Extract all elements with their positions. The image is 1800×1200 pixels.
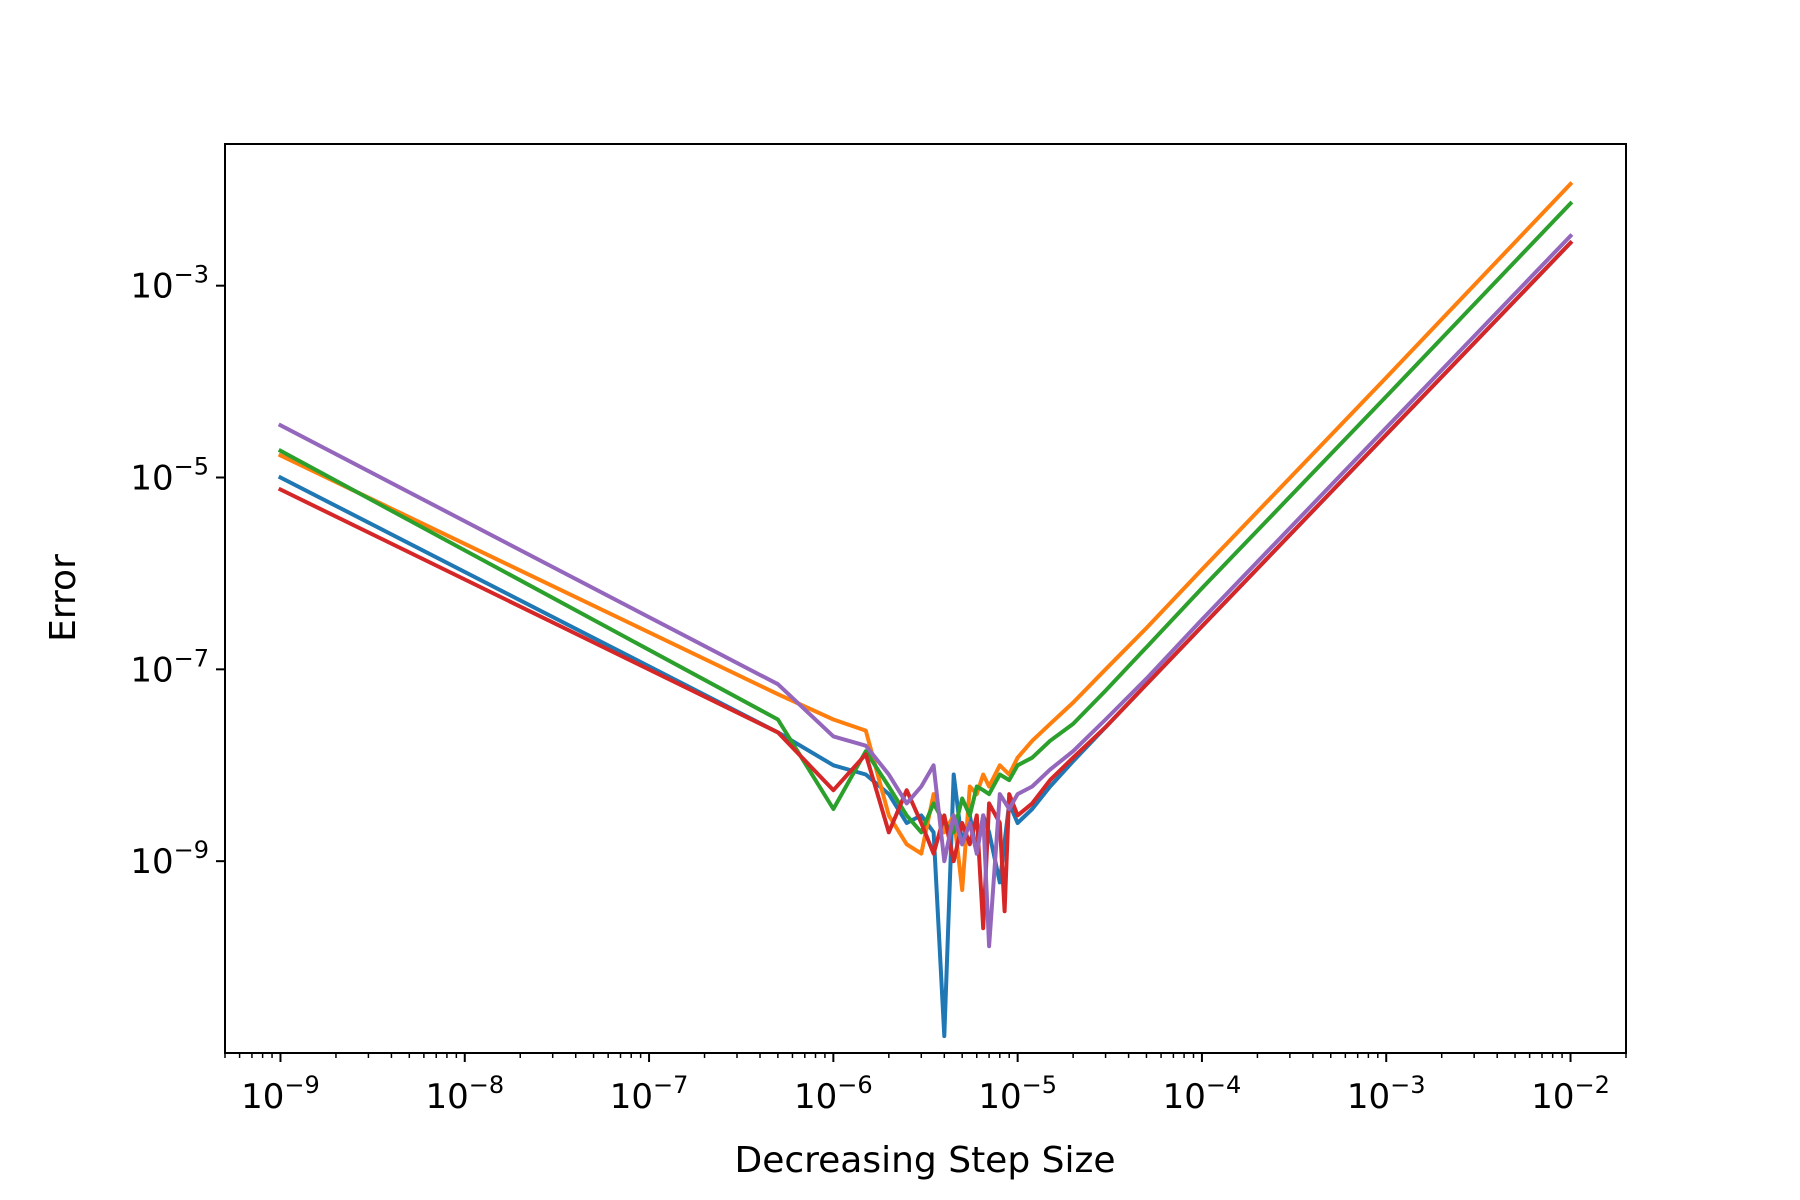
tick-label: 10−3 — [130, 261, 209, 307]
y-axis-ticks: 10−9 10−7 10−5 10−3 — [130, 261, 225, 882]
tick-label: 10−6 — [794, 1071, 873, 1117]
series-line-4 — [277, 239, 1574, 931]
series-line-5 — [277, 233, 1574, 949]
plot-area — [225, 144, 1626, 1053]
tick-label: 10−7 — [610, 1071, 689, 1117]
tick-label: 10−5 — [978, 1071, 1057, 1117]
y-axis-label: Error — [43, 554, 84, 642]
tick-label: 10−7 — [130, 644, 209, 690]
tick-label: 10−2 — [1531, 1071, 1610, 1117]
series-layer — [277, 181, 1574, 1039]
tick-label: 10−9 — [241, 1071, 320, 1117]
tick-label: 10−5 — [130, 453, 209, 499]
tick-label: 10−9 — [130, 836, 209, 882]
plot-frame — [224, 143, 1627, 1054]
series-line-3 — [277, 200, 1574, 835]
x-axis-label: Decreasing Step Size — [734, 1140, 1115, 1181]
tick-label: 10−8 — [425, 1071, 504, 1117]
tick-label: 10−3 — [1347, 1071, 1426, 1117]
x-axis-ticks: 10−9 10−8 10−7 10−6 10−5 10−4 10−3 10−2 — [241, 1053, 1610, 1117]
tick-label: 10−4 — [1163, 1071, 1242, 1117]
